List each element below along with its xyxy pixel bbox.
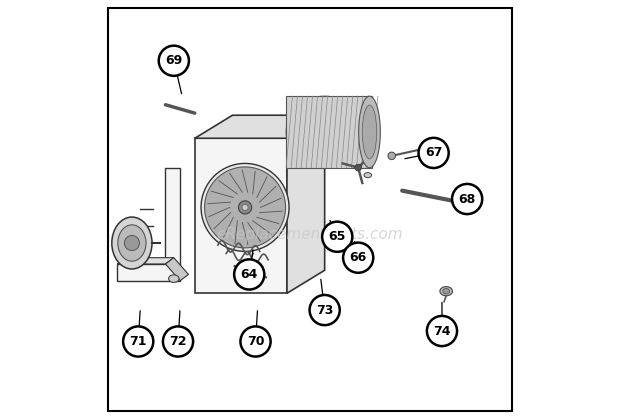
Circle shape <box>418 138 449 168</box>
Circle shape <box>159 46 189 76</box>
Text: 74: 74 <box>433 324 451 338</box>
Text: 68: 68 <box>459 192 476 206</box>
Text: 67: 67 <box>425 146 442 160</box>
Ellipse shape <box>118 225 146 261</box>
Text: eReplacementParts.com: eReplacementParts.com <box>216 227 404 242</box>
Text: 72: 72 <box>169 335 187 348</box>
Polygon shape <box>287 115 325 293</box>
Circle shape <box>205 167 286 248</box>
Text: 69: 69 <box>165 54 182 67</box>
Circle shape <box>388 152 396 160</box>
Ellipse shape <box>112 217 152 269</box>
Ellipse shape <box>358 96 380 168</box>
Circle shape <box>322 222 352 252</box>
Ellipse shape <box>286 96 363 168</box>
Text: 71: 71 <box>130 335 147 348</box>
Circle shape <box>242 204 248 210</box>
Polygon shape <box>117 258 174 264</box>
Text: 70: 70 <box>247 335 264 348</box>
Circle shape <box>123 326 153 357</box>
Ellipse shape <box>443 288 450 294</box>
Circle shape <box>309 295 340 325</box>
Circle shape <box>355 164 361 171</box>
Circle shape <box>241 326 270 357</box>
Circle shape <box>343 243 373 273</box>
Circle shape <box>427 316 457 346</box>
Polygon shape <box>286 96 371 168</box>
Ellipse shape <box>169 275 179 282</box>
Text: 73: 73 <box>316 303 334 317</box>
Circle shape <box>234 259 264 290</box>
Circle shape <box>163 326 193 357</box>
Circle shape <box>125 235 140 251</box>
Polygon shape <box>117 168 180 281</box>
Circle shape <box>239 201 252 214</box>
Text: 65: 65 <box>329 230 346 243</box>
Circle shape <box>201 163 289 251</box>
Polygon shape <box>195 138 287 293</box>
Ellipse shape <box>440 287 453 296</box>
Polygon shape <box>166 258 188 281</box>
Circle shape <box>452 184 482 214</box>
Ellipse shape <box>364 173 371 178</box>
Text: 66: 66 <box>350 251 367 264</box>
Polygon shape <box>195 115 325 138</box>
Text: 64: 64 <box>241 268 258 281</box>
Ellipse shape <box>362 105 377 159</box>
